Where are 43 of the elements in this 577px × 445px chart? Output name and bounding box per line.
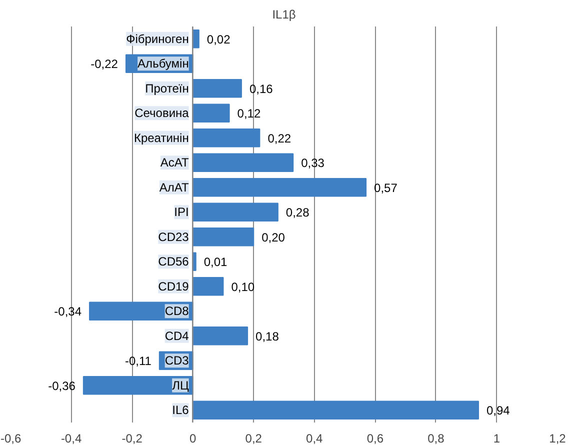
x-tick-label: 0 [189, 432, 196, 445]
y-tick-label: CD19 [158, 279, 190, 294]
data-label: 0,22 [268, 131, 292, 146]
data-label: 0,20 [262, 230, 286, 244]
chart-title: IL1β [272, 8, 296, 22]
y-tick-label: IL6 [172, 403, 190, 418]
y-tick-label: CD4 [164, 328, 190, 343]
data-label: -0,22 [90, 57, 118, 72]
x-tick-label: 0,4 [306, 432, 324, 445]
y-tick-label: ЛЦ [172, 378, 189, 392]
data-label: 0,94 [486, 404, 510, 418]
y-tick-label: CD23 [158, 230, 190, 244]
x-tick-label: -0,2 [122, 432, 143, 445]
data-label: 0,28 [286, 206, 310, 220]
data-label: 0,33 [301, 156, 325, 170]
y-tick-label: Фібриноген [126, 32, 189, 46]
data-label: 0,16 [249, 82, 274, 96]
x-tick-label: 1 [493, 432, 500, 445]
y-tick-label: IPI [174, 205, 189, 220]
y-tick-label: АлАТ [159, 180, 190, 194]
y-tick-label: Креатинін [134, 130, 189, 145]
x-tick-label: -0,4 [60, 432, 82, 445]
x-tick-label: 0,8 [428, 432, 445, 445]
data-label: 0,01 [204, 255, 228, 270]
y-tick-label: CD3 [164, 354, 190, 368]
y-tick-label: Протеїн [145, 81, 189, 96]
y-tick-label: Сечовина [134, 106, 190, 120]
data-label: -0,34 [54, 304, 82, 319]
x-tick-label: 1,2 [549, 432, 566, 445]
data-label: 0,12 [237, 106, 261, 121]
data-label: 0,02 [206, 32, 231, 46]
data-label: 0,18 [256, 329, 280, 344]
data-label: 0,57 [374, 180, 398, 195]
data-label: 0,10 [231, 280, 255, 294]
y-tick-label: Альбумін [138, 56, 189, 71]
x-tick-label: -0,6 [0, 432, 22, 445]
y-tick-label: АсАТ [160, 156, 190, 170]
y-tick-label: CD8 [164, 304, 190, 318]
x-tick-label: 0,2 [245, 432, 262, 445]
x-tick-label: 0,6 [366, 432, 384, 445]
y-tick-label: CD56 [158, 254, 190, 269]
data-label: -0,11 [124, 354, 152, 368]
data-label: -0,36 [48, 378, 76, 393]
